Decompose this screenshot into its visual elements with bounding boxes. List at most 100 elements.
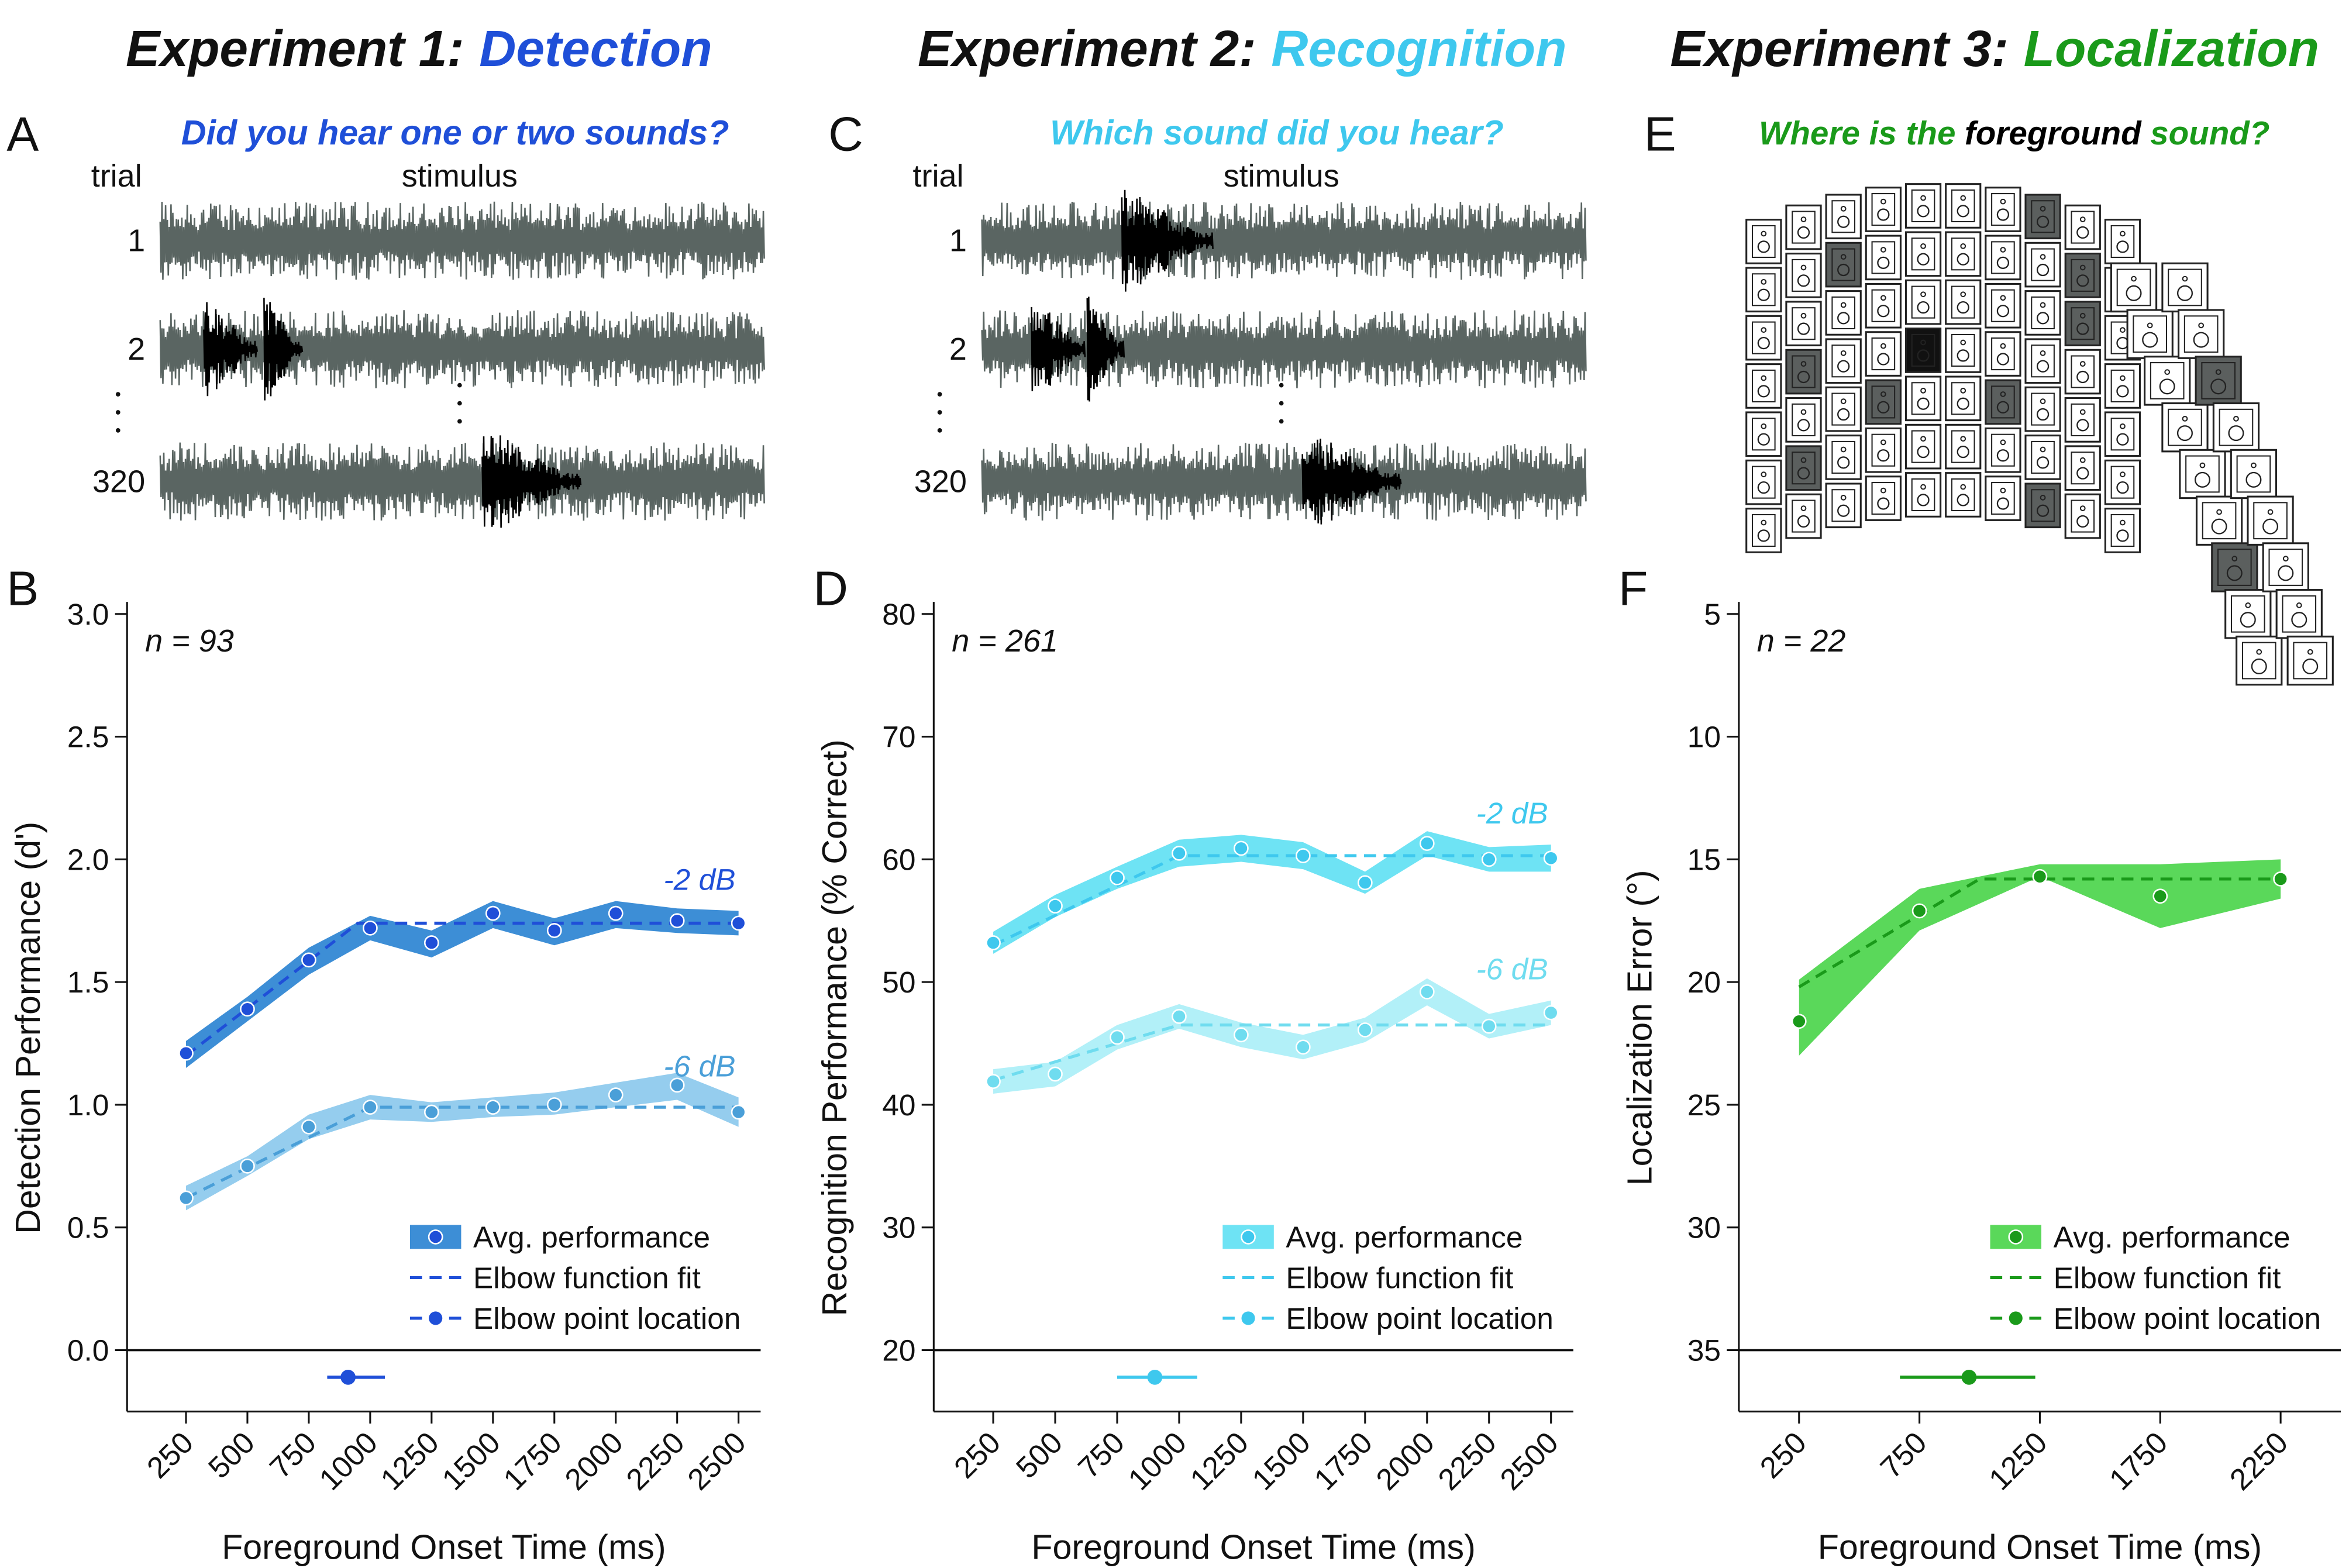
ellipsis-dot: [457, 419, 462, 424]
speaker-tweeter: [2231, 556, 2238, 562]
speaker-face: [1871, 289, 1896, 322]
speaker-face: [1831, 296, 1855, 329]
speaker-face: [2031, 296, 2055, 329]
stimulus-header: stimulus: [1224, 158, 1339, 194]
speaker-face: [1751, 225, 1776, 259]
speaker-cone: [1996, 353, 2010, 366]
speaker-face: [1991, 385, 2015, 419]
speaker-tweeter: [2040, 398, 2046, 405]
speaker-tweeter: [2000, 247, 2006, 253]
data-point: [608, 1087, 624, 1103]
speaker-cone: [2302, 658, 2319, 674]
data-point: [1110, 1029, 1125, 1045]
speaker-cone: [1957, 253, 1969, 266]
y-axis-label: Localization Error (°): [1620, 870, 1659, 1186]
ellipsis-dot: [115, 428, 120, 433]
speaker-tweeter: [1761, 278, 1767, 285]
speaker-face: [2202, 502, 2237, 540]
speaker-cone: [1957, 205, 1969, 218]
speaker-face: [1792, 403, 1816, 436]
speaker-tweeter: [1960, 436, 1966, 442]
ellipsis-dot: [1279, 401, 1284, 406]
ellipsis-dot: [115, 392, 120, 397]
speaker-face: [2185, 455, 2220, 493]
speaker-tweeter: [2079, 505, 2086, 512]
speaker-face: [1911, 237, 1935, 271]
speaker-tweeter: [1800, 312, 1807, 319]
speaker-face: [1831, 489, 1855, 522]
speaker-cone: [1837, 215, 1850, 228]
legend-marker: [429, 1311, 443, 1325]
question-part: sound?: [2150, 115, 2269, 151]
speaker-tweeter: [2000, 391, 2006, 397]
speaker-tweeter: [2120, 423, 2126, 429]
speaker-tweeter: [2233, 416, 2239, 422]
speaker-face: [2031, 440, 2055, 474]
legend-label: Elbow point location: [473, 1301, 741, 1335]
speaker-cone: [1837, 456, 1850, 469]
foreground-waveform: [481, 435, 582, 528]
data-point: [301, 952, 316, 968]
speaker-cone: [1797, 419, 1810, 432]
speaker-face: [2031, 392, 2055, 426]
speaker-cone: [1797, 322, 1810, 335]
data-point: [669, 1077, 685, 1093]
speaker-cone: [1797, 467, 1810, 480]
speaker-face: [1911, 382, 1935, 415]
speaker-face: [2071, 452, 2095, 485]
speaker-tweeter: [2040, 494, 2046, 501]
speaker: [2286, 635, 2334, 686]
speaker-face: [1792, 307, 1816, 340]
y-tick-label: 0.5: [67, 1211, 109, 1245]
y-tick-label: 40: [882, 1088, 915, 1122]
speaker-face: [2071, 259, 2095, 292]
question-part: Where is the: [1759, 115, 1956, 151]
speaker-cone: [1957, 494, 1969, 506]
speaker-face: [1751, 466, 1776, 499]
speaker-face: [2236, 455, 2271, 493]
trial-number: 2: [949, 332, 967, 367]
panel-letter: C: [828, 107, 863, 161]
speaker-cone: [1757, 240, 1770, 253]
speaker-cone: [1957, 349, 1969, 362]
speaker-face: [2110, 369, 2135, 403]
speaker-face: [1991, 241, 2015, 274]
trial-number: 1: [949, 223, 967, 259]
chart-title: Experiment 2: Recognition: [918, 20, 1567, 77]
speaker-tweeter: [1761, 327, 1767, 333]
speaker-cone: [1757, 481, 1770, 494]
speaker: [2211, 542, 2258, 592]
speaker-tweeter: [1840, 350, 1847, 356]
speaker-tweeter: [1880, 198, 1886, 205]
speaker-face: [1792, 452, 1816, 485]
speaker-face: [1911, 285, 1935, 319]
noise-waveform: [159, 442, 765, 521]
speaker-cone: [2211, 518, 2227, 535]
speaker-cone: [1837, 263, 1850, 277]
data-point: [1481, 1018, 1497, 1034]
series-label: -6 dB: [664, 1049, 736, 1083]
y-tick-label: 2.0: [67, 842, 109, 876]
title-part: Localization: [2024, 20, 2319, 77]
data-point: [301, 1119, 316, 1135]
speaker-face: [1991, 433, 2015, 467]
data-point: [240, 1158, 255, 1174]
speaker-cone: [1877, 353, 1890, 366]
data-point: [669, 913, 685, 929]
speaker-cone: [1917, 301, 1930, 314]
y-tick-label: 70: [882, 720, 915, 754]
ellipsis-dot: [937, 428, 942, 433]
title-part: Experiment 2:: [918, 20, 1256, 77]
speaker-cone: [2116, 385, 2129, 398]
data-point: [731, 915, 746, 931]
foreground-waveform: [1301, 438, 1402, 525]
speaker-face: [1911, 478, 1935, 512]
data-point: [1110, 870, 1125, 885]
ellipsis-dot: [937, 410, 942, 415]
speaker-tweeter: [1880, 247, 1886, 253]
speaker: [2161, 402, 2209, 453]
speaker-cone: [1957, 397, 1969, 410]
speaker-tweeter: [2120, 519, 2126, 526]
panel-letter: B: [6, 561, 39, 615]
speaker-face: [1951, 430, 1975, 463]
